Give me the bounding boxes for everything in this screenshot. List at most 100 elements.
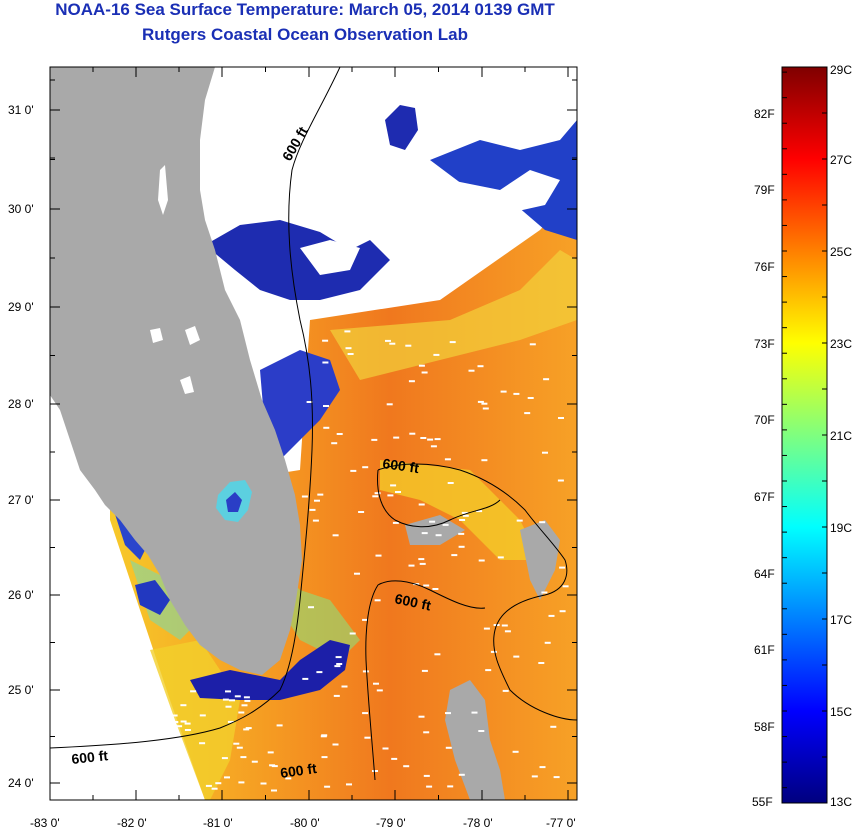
noise-pixel bbox=[478, 559, 485, 562]
noise-pixel bbox=[333, 694, 340, 697]
noise-pixel bbox=[332, 743, 339, 746]
noise-pixel bbox=[471, 711, 478, 714]
noise-pixel bbox=[408, 380, 415, 383]
noise-pixel bbox=[321, 756, 328, 759]
colorbar-c-label: 23C bbox=[830, 337, 852, 351]
noise-pixel bbox=[501, 624, 508, 627]
colorbar-c-label: 13C bbox=[830, 795, 852, 809]
contour-600ft-tongue bbox=[377, 469, 501, 528]
colorbar-ticks bbox=[782, 66, 827, 804]
noise-pixel bbox=[531, 775, 538, 778]
noise-pixel bbox=[458, 545, 465, 548]
noise-pixel bbox=[241, 704, 248, 707]
noise-pixel bbox=[483, 627, 490, 630]
noise-pixel bbox=[236, 746, 243, 749]
noise-pixel bbox=[389, 342, 396, 345]
noise-pixel bbox=[423, 731, 430, 734]
contour-600ft-atlantic bbox=[50, 67, 341, 749]
noise-pixel bbox=[358, 511, 365, 513]
noise-pixel bbox=[180, 704, 187, 707]
noise-pixel bbox=[176, 725, 183, 728]
lat-label: 29 0' bbox=[8, 300, 34, 314]
noise-pixel bbox=[350, 469, 357, 472]
noise-pixel bbox=[445, 712, 451, 715]
noise-pixel bbox=[458, 532, 465, 535]
noise-pixel bbox=[418, 364, 425, 367]
contour-label: 600 ft bbox=[393, 590, 432, 613]
noise-pixel bbox=[559, 566, 566, 569]
noise-pixel bbox=[419, 562, 426, 565]
noise-pixel bbox=[430, 445, 437, 448]
noise-pixel bbox=[387, 494, 394, 497]
colorbar-f-label: 61F bbox=[754, 643, 775, 657]
contour-label: 600 ft bbox=[279, 760, 318, 781]
noise-pixel bbox=[341, 685, 348, 688]
noise-pixel bbox=[312, 519, 319, 522]
axis-ticks bbox=[49, 67, 577, 800]
noise-pixel bbox=[336, 663, 343, 665]
noise-pixel bbox=[172, 721, 179, 723]
noise-pixel bbox=[490, 650, 497, 653]
colorbar-f-label: 73F bbox=[754, 337, 775, 351]
lat-label: 25 0' bbox=[8, 683, 34, 697]
noise-pixel bbox=[199, 714, 206, 717]
noise-pixel bbox=[542, 451, 548, 454]
sst-yellow-band-2 bbox=[330, 250, 577, 380]
noise-pixel bbox=[435, 534, 442, 537]
noise-pixel bbox=[433, 353, 440, 356]
sst-yellow-band bbox=[380, 460, 540, 560]
noise-pixel bbox=[538, 662, 545, 664]
noise-pixel bbox=[222, 698, 229, 701]
noise-pixel bbox=[461, 511, 468, 514]
noise-pixel bbox=[539, 766, 546, 769]
map-subtitle: Rutgers Coastal Ocean Observation Lab bbox=[142, 25, 468, 44]
noise-pixel bbox=[180, 720, 187, 723]
noise-pixel bbox=[385, 339, 391, 342]
noise-pixel bbox=[276, 724, 283, 727]
noise-pixel bbox=[423, 774, 430, 777]
noise-pixel bbox=[308, 606, 314, 609]
noise-pixel bbox=[421, 371, 428, 374]
noise-pixel bbox=[190, 690, 197, 693]
noise-pixel bbox=[427, 438, 434, 441]
sst-map: 31 0' 30 0' 29 0' 28 0' 27 0' 26 0' 25 0… bbox=[8, 66, 578, 830]
plot-frame bbox=[49, 66, 578, 801]
cold-patch-keys bbox=[190, 640, 350, 700]
noise-pixel bbox=[513, 655, 520, 658]
noise-pixel bbox=[302, 677, 309, 680]
noise-pixel bbox=[459, 519, 466, 521]
noise-pixel bbox=[481, 402, 488, 405]
noise-pixel bbox=[336, 433, 343, 435]
noise-pixel bbox=[221, 757, 228, 760]
florida-land bbox=[50, 67, 302, 675]
noise-pixel bbox=[445, 746, 452, 749]
noise-pixel bbox=[382, 747, 389, 750]
noise-pixel bbox=[346, 783, 352, 786]
noise-pixel bbox=[170, 738, 176, 741]
cold-patch-coast bbox=[260, 350, 340, 460]
noise-pixel bbox=[553, 776, 560, 779]
noise-pixel bbox=[451, 554, 458, 557]
noise-pixel bbox=[409, 432, 416, 435]
noise-pixel bbox=[423, 584, 430, 587]
colorbar-f-label: 64F bbox=[754, 567, 775, 581]
noise-pixel bbox=[512, 750, 519, 753]
noise-pixel bbox=[240, 756, 247, 759]
noise-pixel bbox=[243, 728, 250, 731]
lake-okeechobee-blue bbox=[226, 492, 242, 512]
noise-pixel bbox=[395, 491, 401, 493]
noise-pixel bbox=[447, 482, 454, 484]
noise-pixel bbox=[462, 514, 469, 517]
inland-lakes bbox=[150, 165, 200, 394]
noise-pixel bbox=[371, 438, 378, 441]
noise-pixel bbox=[477, 400, 484, 403]
cold-patch-island bbox=[385, 105, 418, 150]
noise-pixel bbox=[374, 599, 381, 602]
lon-label: -79 0' bbox=[376, 816, 406, 830]
noise-pixel bbox=[271, 765, 278, 768]
noise-pixel bbox=[529, 343, 536, 346]
noise-pixel bbox=[478, 730, 485, 732]
noise-pixel bbox=[548, 614, 555, 617]
noise-pixel bbox=[421, 669, 428, 672]
bahamas-andros bbox=[445, 680, 505, 800]
